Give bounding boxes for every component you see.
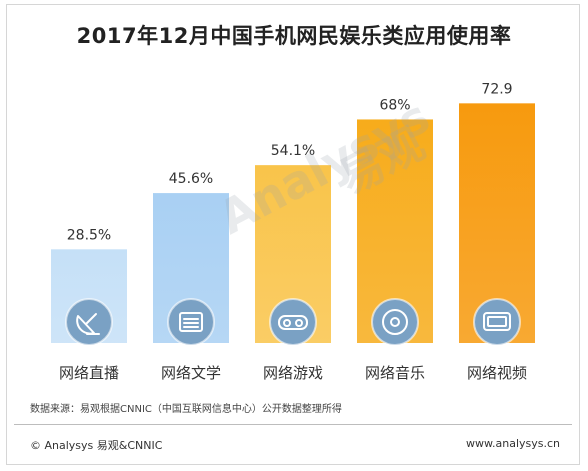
satellite-dish-icon xyxy=(65,298,113,346)
category-label-0: 网络直播 xyxy=(59,364,119,382)
value-label-3: 68% xyxy=(379,97,410,113)
cd-disc-icon xyxy=(371,298,419,346)
gamepad-icon xyxy=(269,298,317,346)
category-label-3: 网络音乐 xyxy=(365,364,425,382)
value-label-4: 72.9 xyxy=(481,81,512,97)
value-label-2: 54.1% xyxy=(271,143,315,159)
category-label-4: 网络视频 xyxy=(467,364,527,382)
category-label-1: 网络文学 xyxy=(161,364,221,382)
chart-title: 2017年12月中国手机网民娱乐类应用使用率 xyxy=(76,24,512,48)
value-label-0: 28.5% xyxy=(67,227,111,243)
category-label-2: 网络游戏 xyxy=(263,364,323,382)
data-source-note: 数据来源：易观根据CNNIC（中国互联网信息中心）公开数据整理所得 xyxy=(30,404,342,415)
footer-divider xyxy=(14,424,572,425)
value-label-1: 45.6% xyxy=(169,171,213,187)
tv-icon xyxy=(473,298,521,346)
book-icon xyxy=(167,298,215,346)
footer-copyright: © Analysys 易观&CNNIC xyxy=(30,439,163,452)
footer-website: www.analysys.cn xyxy=(466,437,560,450)
